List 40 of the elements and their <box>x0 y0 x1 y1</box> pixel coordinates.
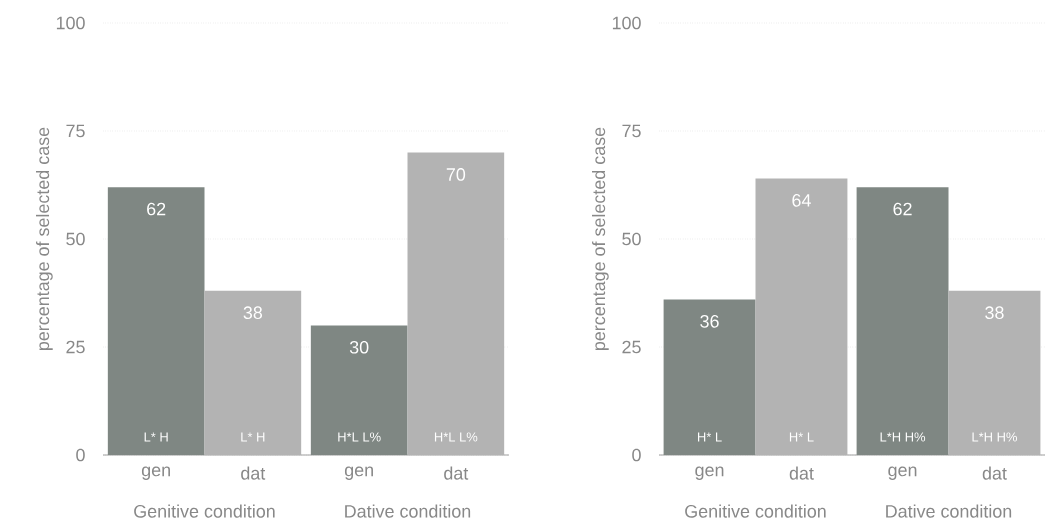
annotation: H*L L% <box>434 432 478 442</box>
data-label: 62 <box>147 202 166 216</box>
x-tick-label: gen <box>141 466 170 480</box>
data-label: 38 <box>243 306 263 320</box>
annotation: H* L <box>698 432 722 442</box>
y-axis-title: percentage of selected case <box>36 127 53 350</box>
annotation: L* H <box>241 432 265 442</box>
text: Genitive condition <box>134 504 275 518</box>
data-label: 36 <box>700 314 719 328</box>
annotation: H* L <box>789 432 814 442</box>
data-label: 64 <box>792 194 811 207</box>
x-tick-label: gen <box>888 466 917 480</box>
text: Dative condition <box>886 504 1012 518</box>
y-axis-title: percentage of selected case <box>592 127 609 350</box>
x-tick-label: gen <box>695 466 724 480</box>
data-label: 38 <box>985 306 1004 320</box>
data-label: 62 <box>893 202 912 216</box>
y-tick-label: 0 <box>76 448 85 462</box>
y-tick-label: 50 <box>622 232 641 246</box>
y-tick-label: 75 <box>66 124 85 138</box>
y-tick-label: 0 <box>632 448 641 462</box>
x-tick-label: dat <box>241 466 266 480</box>
y-tick-label: 75 <box>622 124 641 138</box>
x-tick-label: gen <box>344 466 373 480</box>
data-label: 30 <box>349 340 369 354</box>
y-tick-label: 50 <box>66 232 85 246</box>
annotation: H*L L% <box>338 432 381 442</box>
x-tick-label: dat <box>789 466 814 480</box>
y-tick-label: 100 <box>612 16 641 30</box>
data-label: 70 <box>446 168 466 181</box>
x-tick-label: dat <box>982 466 1007 480</box>
text: Dative condition <box>345 504 471 518</box>
y-tick-label: 100 <box>56 16 85 30</box>
annotation: L*H H% <box>880 432 926 442</box>
y-tick-label: 25 <box>622 340 641 354</box>
text: Genitive condition <box>685 504 826 518</box>
annotation: L*H H% <box>972 432 1018 442</box>
x-tick-label: dat <box>444 466 469 480</box>
annotation: L* H <box>144 432 168 442</box>
y-tick-label: 25 <box>66 340 85 354</box>
